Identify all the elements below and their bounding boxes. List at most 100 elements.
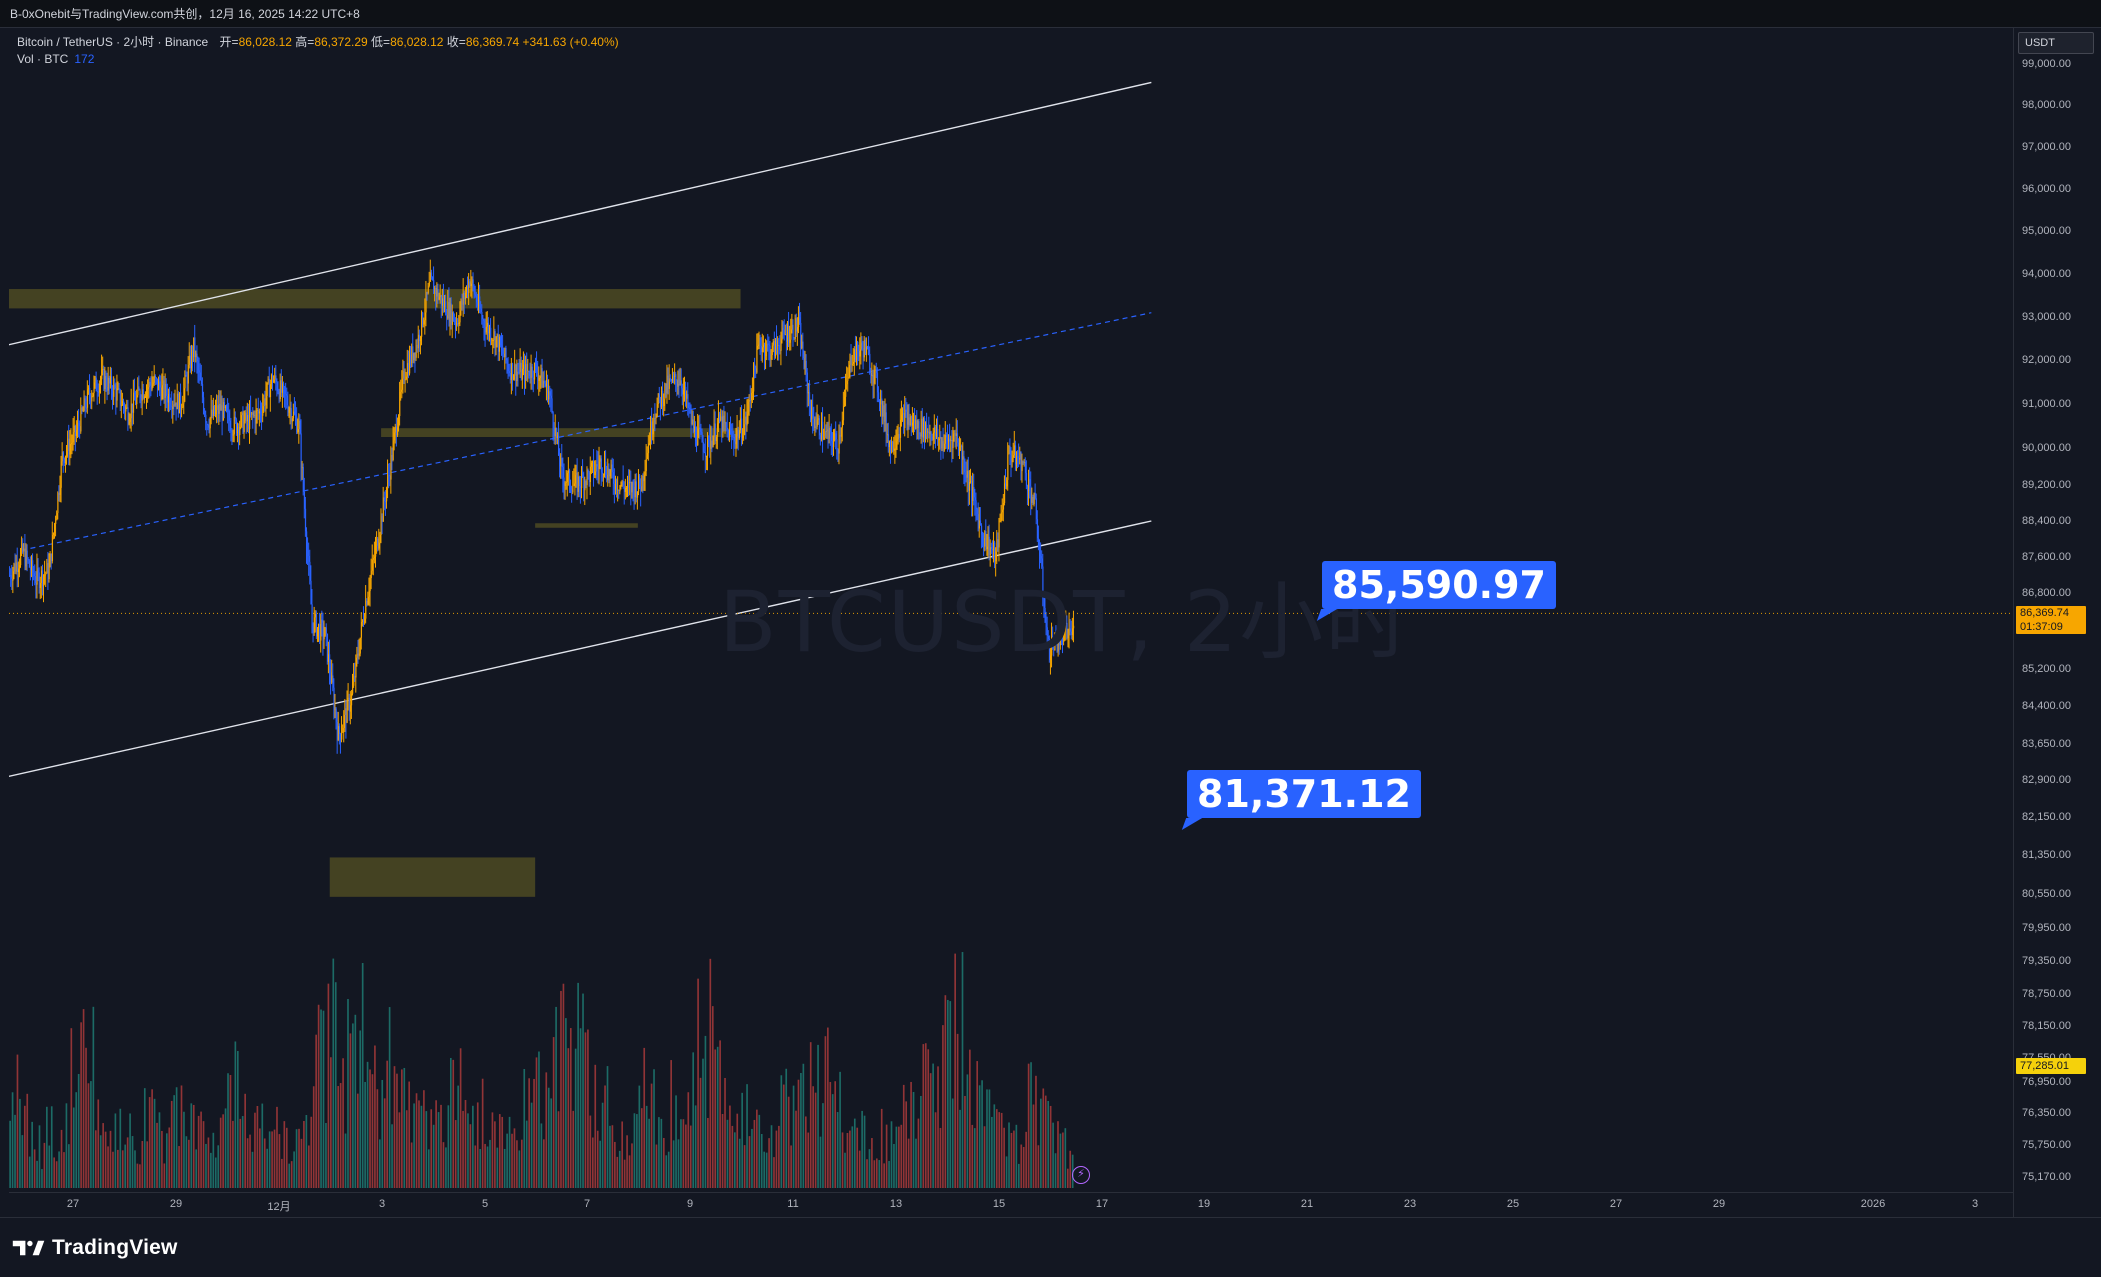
candle[interactable]: [321, 610, 323, 637]
candle[interactable]: [69, 430, 71, 466]
candle[interactable]: [60, 455, 62, 503]
candle[interactable]: [357, 639, 359, 664]
candle[interactable]: [486, 311, 489, 340]
candle[interactable]: [946, 424, 949, 452]
candle[interactable]: [251, 411, 253, 421]
candle[interactable]: [337, 711, 340, 742]
candle[interactable]: [530, 354, 532, 390]
candle[interactable]: [895, 429, 897, 458]
candle[interactable]: [274, 367, 276, 384]
candle[interactable]: [957, 438, 960, 456]
candle[interactable]: [679, 367, 681, 386]
candle[interactable]: [713, 409, 715, 446]
candle[interactable]: [356, 646, 358, 667]
candle[interactable]: [571, 485, 573, 503]
candle[interactable]: [63, 457, 66, 467]
candle[interactable]: [858, 344, 860, 361]
candle[interactable]: [155, 377, 158, 385]
candle[interactable]: [974, 488, 976, 516]
candle[interactable]: [545, 370, 548, 401]
candle[interactable]: [1057, 625, 1059, 657]
candle[interactable]: [384, 490, 387, 516]
candle[interactable]: [589, 456, 592, 496]
candle[interactable]: [293, 397, 296, 416]
candle[interactable]: [954, 429, 956, 448]
candle[interactable]: [227, 398, 229, 424]
candle[interactable]: [803, 350, 805, 370]
candle[interactable]: [688, 402, 690, 418]
candle[interactable]: [447, 289, 449, 320]
candle[interactable]: [147, 379, 149, 403]
candle[interactable]: [204, 408, 206, 418]
candle[interactable]: [907, 404, 909, 439]
candle[interactable]: [162, 368, 164, 400]
candle[interactable]: [887, 422, 890, 453]
candle[interactable]: [937, 415, 939, 446]
candle[interactable]: [233, 408, 235, 443]
candle[interactable]: [820, 412, 823, 442]
candle[interactable]: [59, 475, 61, 503]
candle[interactable]: [796, 317, 799, 346]
candle[interactable]: [896, 425, 898, 451]
candle[interactable]: [699, 414, 701, 440]
candle[interactable]: [773, 331, 776, 360]
candle[interactable]: [79, 420, 81, 439]
candle[interactable]: [174, 389, 176, 407]
candle[interactable]: [861, 336, 863, 351]
candle[interactable]: [652, 417, 654, 441]
candle[interactable]: [87, 385, 90, 395]
candle[interactable]: [831, 432, 834, 457]
candle[interactable]: [414, 352, 416, 373]
candle[interactable]: [90, 393, 92, 409]
candle[interactable]: [577, 471, 579, 498]
candle[interactable]: [817, 414, 819, 425]
candle[interactable]: [275, 364, 277, 391]
price-axis[interactable]: USDT 99,000.00 98,000.00 97,000.00 96,000.0…: [2013, 28, 2101, 1217]
candle[interactable]: [724, 411, 726, 434]
candle[interactable]: [989, 539, 991, 567]
candle[interactable]: [469, 278, 471, 288]
candle[interactable]: [359, 637, 361, 657]
candle[interactable]: [492, 338, 494, 354]
candle[interactable]: [431, 276, 434, 281]
candle[interactable]: [965, 461, 967, 483]
candle[interactable]: [578, 475, 581, 498]
candle[interactable]: [1011, 450, 1013, 468]
candle[interactable]: [140, 394, 142, 409]
candle[interactable]: [205, 410, 207, 431]
candle[interactable]: [1013, 430, 1016, 458]
candle[interactable]: [960, 438, 962, 452]
candle[interactable]: [24, 534, 26, 571]
candle[interactable]: [315, 610, 318, 639]
candle[interactable]: [871, 362, 873, 386]
candle[interactable]: [963, 450, 965, 484]
candle[interactable]: [18, 558, 21, 578]
candle[interactable]: [457, 318, 459, 327]
candle[interactable]: [746, 399, 748, 432]
candle[interactable]: [842, 391, 845, 426]
candle[interactable]: [527, 358, 529, 383]
candle[interactable]: [696, 426, 698, 453]
candle[interactable]: [599, 455, 601, 470]
candle[interactable]: [892, 440, 894, 453]
candle[interactable]: [952, 426, 954, 459]
candle[interactable]: [588, 470, 590, 487]
candle[interactable]: [354, 662, 356, 682]
candle[interactable]: [819, 432, 822, 446]
candle[interactable]: [64, 455, 67, 473]
candle[interactable]: [452, 311, 455, 323]
candle[interactable]: [951, 430, 953, 463]
candle[interactable]: [774, 337, 777, 359]
candle[interactable]: [264, 390, 266, 412]
candle[interactable]: [266, 382, 268, 409]
candle[interactable]: [864, 337, 867, 356]
candle[interactable]: [955, 418, 957, 450]
candle[interactable]: [82, 406, 84, 413]
candle[interactable]: [320, 613, 322, 653]
candle[interactable]: [137, 377, 139, 398]
candle[interactable]: [160, 375, 162, 406]
candle[interactable]: [348, 693, 350, 721]
candle[interactable]: [250, 395, 252, 418]
candle[interactable]: [623, 481, 625, 505]
candle[interactable]: [732, 423, 734, 441]
